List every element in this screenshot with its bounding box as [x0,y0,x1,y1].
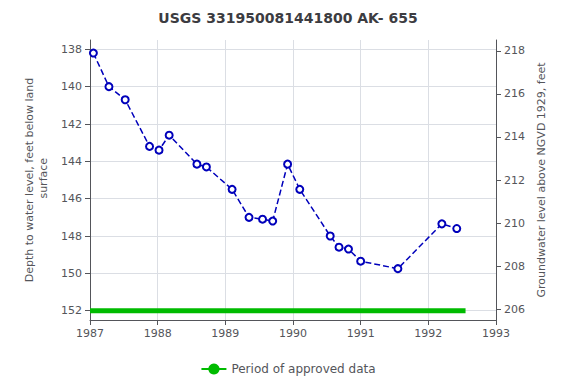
svg-text:140: 140 [61,80,82,93]
svg-text:USGS 331950081441800 AK- 655: USGS 331950081441800 AK- 655 [158,10,417,26]
svg-text:Depth to water level, feet bel: Depth to water level, feet below land [23,78,36,283]
svg-text:138: 138 [61,43,82,56]
svg-text:1987: 1987 [76,327,104,340]
svg-text:210: 210 [504,217,525,230]
svg-text:1990: 1990 [279,327,307,340]
svg-text:216: 216 [504,87,525,100]
svg-text:150: 150 [61,267,82,280]
svg-text:1991: 1991 [347,327,375,340]
svg-text:surface: surface [37,158,50,202]
svg-text:144: 144 [61,155,82,168]
svg-text:1993: 1993 [482,327,510,340]
svg-text:152: 152 [61,304,82,317]
svg-text:Groundwater level above NGVD 1: Groundwater level above NGVD 1929, feet [535,62,548,298]
svg-text:1989: 1989 [211,327,239,340]
svg-text:214: 214 [504,130,525,143]
svg-text:1988: 1988 [144,327,172,340]
svg-text:212: 212 [504,174,525,187]
svg-text:206: 206 [504,303,525,316]
svg-text:142: 142 [61,118,82,131]
svg-text:218: 218 [504,44,525,57]
svg-text:148: 148 [61,230,82,243]
svg-text:1992: 1992 [414,327,442,340]
svg-text:208: 208 [504,260,525,273]
svg-text:146: 146 [61,192,82,205]
svg-text:Period of approved data: Period of approved data [231,362,375,376]
